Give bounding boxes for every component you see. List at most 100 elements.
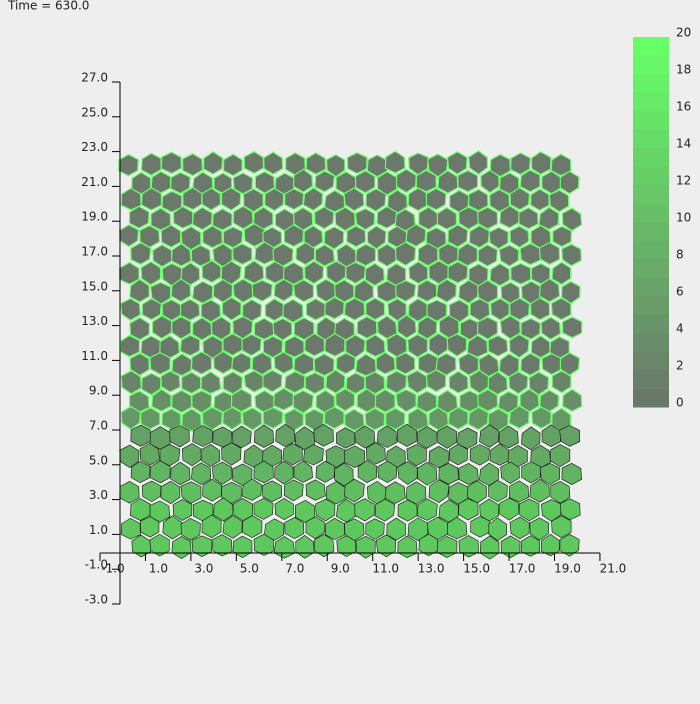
cell xyxy=(151,388,172,412)
cell xyxy=(508,405,530,429)
cell xyxy=(508,333,530,359)
y-tick-label: 7.0 xyxy=(89,419,108,433)
cell xyxy=(323,296,345,320)
cell xyxy=(520,317,541,340)
x-tick-label: 11.0 xyxy=(372,562,399,576)
colorbar-band xyxy=(633,351,669,371)
cell xyxy=(293,317,315,341)
cell xyxy=(191,280,214,304)
cell xyxy=(416,426,437,449)
cell xyxy=(119,334,141,358)
cell xyxy=(387,298,407,322)
cell xyxy=(190,351,213,375)
colorbar-tick-label: 14 xyxy=(676,137,691,151)
cell xyxy=(487,371,509,396)
x-tick-label: 3.0 xyxy=(194,562,213,576)
cell xyxy=(416,279,438,303)
cell xyxy=(552,225,572,248)
cell xyxy=(180,481,202,504)
cell xyxy=(364,371,386,395)
cell xyxy=(190,244,212,267)
cell xyxy=(529,478,550,503)
cell xyxy=(264,187,285,212)
cell xyxy=(538,277,561,303)
cell xyxy=(446,151,468,175)
cell xyxy=(302,186,324,212)
cell xyxy=(387,189,408,214)
cell xyxy=(405,481,427,505)
cell xyxy=(180,517,201,541)
cell xyxy=(160,370,181,393)
cell xyxy=(231,243,253,266)
time-label: Time = 630.0 xyxy=(7,0,89,13)
cell xyxy=(448,370,469,394)
cell xyxy=(336,427,356,449)
cell xyxy=(221,442,242,466)
cell xyxy=(559,498,581,521)
cell xyxy=(550,153,572,177)
x-tick-label: -1.0 xyxy=(101,562,124,576)
colorbar-band xyxy=(633,333,669,352)
cell xyxy=(519,169,541,193)
cell xyxy=(130,241,152,265)
cell xyxy=(395,168,417,194)
cell xyxy=(344,445,366,469)
cell xyxy=(129,352,150,377)
cell xyxy=(222,515,243,539)
cell xyxy=(562,388,583,412)
cell xyxy=(364,262,385,287)
cell xyxy=(508,480,530,503)
cell xyxy=(334,462,354,487)
cell xyxy=(456,242,479,267)
cell xyxy=(428,479,450,503)
cell xyxy=(129,316,151,341)
cell xyxy=(406,369,428,394)
colorbar-tick-label: 2 xyxy=(676,359,684,373)
cell xyxy=(488,479,508,503)
cell xyxy=(500,535,521,559)
cell xyxy=(376,205,398,229)
cell xyxy=(538,241,561,266)
cell xyxy=(354,498,375,522)
cell xyxy=(396,423,417,447)
cell xyxy=(457,169,479,193)
cell xyxy=(489,188,511,213)
cell xyxy=(521,461,541,484)
cell xyxy=(397,499,418,522)
cell xyxy=(120,370,143,395)
cell xyxy=(519,242,541,266)
cell xyxy=(325,154,346,178)
cell xyxy=(551,261,572,286)
cell xyxy=(397,535,418,559)
cell xyxy=(365,442,386,465)
cell xyxy=(428,406,449,431)
cell xyxy=(468,224,491,249)
cell xyxy=(202,225,223,249)
cell xyxy=(468,188,489,212)
cell xyxy=(272,317,293,342)
x-tick-label: 9.0 xyxy=(331,562,350,576)
colorbar-band xyxy=(633,111,669,130)
cell xyxy=(181,408,203,432)
cell xyxy=(284,517,305,539)
cell xyxy=(323,406,345,430)
cell xyxy=(397,461,418,485)
cell xyxy=(476,206,499,230)
cell xyxy=(425,369,447,393)
cell xyxy=(171,315,192,340)
cell xyxy=(499,315,521,340)
cell xyxy=(324,518,345,540)
cell xyxy=(365,334,386,358)
cell xyxy=(488,517,508,542)
cell xyxy=(561,462,583,485)
cell xyxy=(170,243,192,267)
cell xyxy=(232,498,254,521)
cell xyxy=(365,297,386,321)
cell xyxy=(518,207,539,230)
cell xyxy=(561,243,582,267)
colorbar-tick-label: 16 xyxy=(676,100,691,114)
cell xyxy=(284,335,305,358)
cell xyxy=(200,299,222,323)
cell xyxy=(446,516,468,540)
